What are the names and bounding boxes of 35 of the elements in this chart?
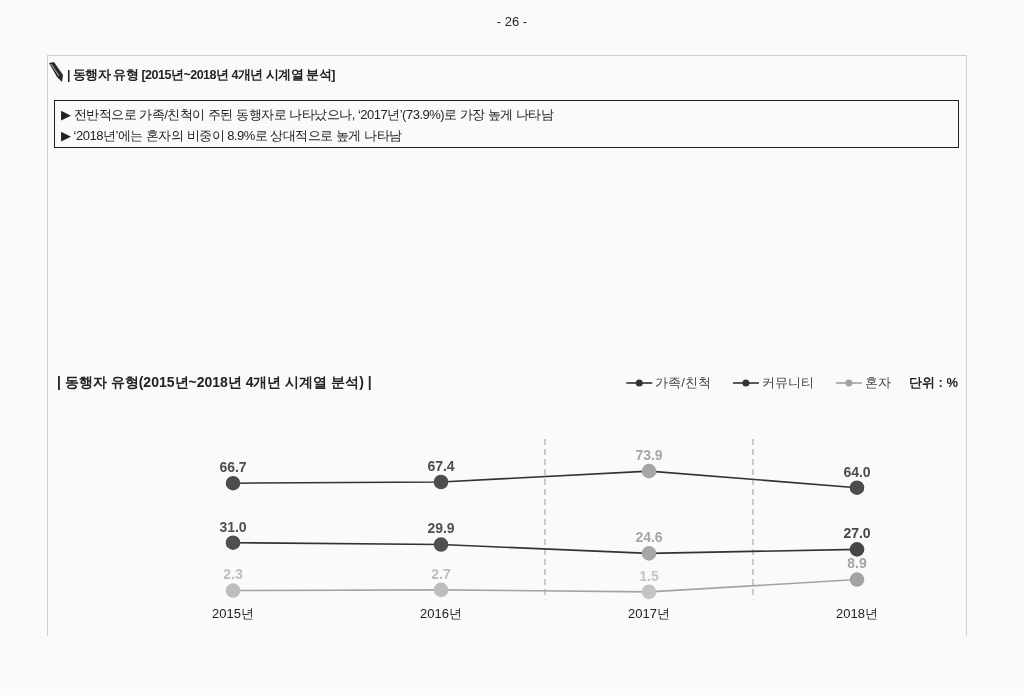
point — [225, 475, 241, 491]
point — [849, 480, 865, 495]
legend-label: 가족/친척 — [655, 374, 711, 390]
point — [849, 542, 865, 557]
point — [225, 583, 241, 598]
data-label: 27.0 — [843, 525, 871, 542]
data-label: 64.0 — [843, 463, 871, 480]
point — [641, 546, 657, 561]
data-label: 24.6 — [635, 529, 663, 546]
x-tick-label: 2016년 — [420, 605, 462, 621]
data-label: 67.4 — [427, 457, 455, 474]
legend-label: 혼자 — [864, 374, 891, 390]
point — [225, 535, 241, 551]
data-label: 2.7 — [431, 565, 451, 582]
text: 단위 : % — [908, 374, 959, 390]
point — [433, 474, 449, 490]
point — [641, 584, 657, 600]
data-label: 31.0 — [219, 518, 247, 535]
x-tick-label: 2015년 — [212, 605, 254, 621]
point — [849, 572, 865, 587]
point — [433, 537, 449, 552]
x-tick-label: 2018년 — [836, 605, 878, 621]
text: - 26 - — [495, 14, 529, 29]
data-label: 73.9 — [635, 447, 663, 464]
point — [641, 463, 657, 479]
x-tick-label: 2017년 — [628, 605, 670, 621]
data-label: 66.7 — [219, 459, 247, 476]
data-label: 8.9 — [847, 555, 867, 572]
data-label: 2.3 — [223, 566, 243, 583]
chart-subtitle: | 동행자 유형(2015년~2018년 4개년 시계열 분석) | — [57, 373, 372, 390]
point — [433, 582, 449, 598]
chart-title: | 동행자 유형 [2015년~2018년 4개년 시계열 분석] — [67, 67, 336, 84]
legend-label: 커뮤니티 — [761, 374, 814, 390]
data-label: 29.9 — [427, 520, 455, 537]
note-box: ▶ 전반적으로 가족/친척이 주된 동행자로 나타났으나, ‘2017년’(73.9%)로 가장 높게 나타남 ▶ ‘2018년’에는 혼자의 비중이 8.9%로 상대적으로 높게 나타남 — [54, 100, 959, 148]
